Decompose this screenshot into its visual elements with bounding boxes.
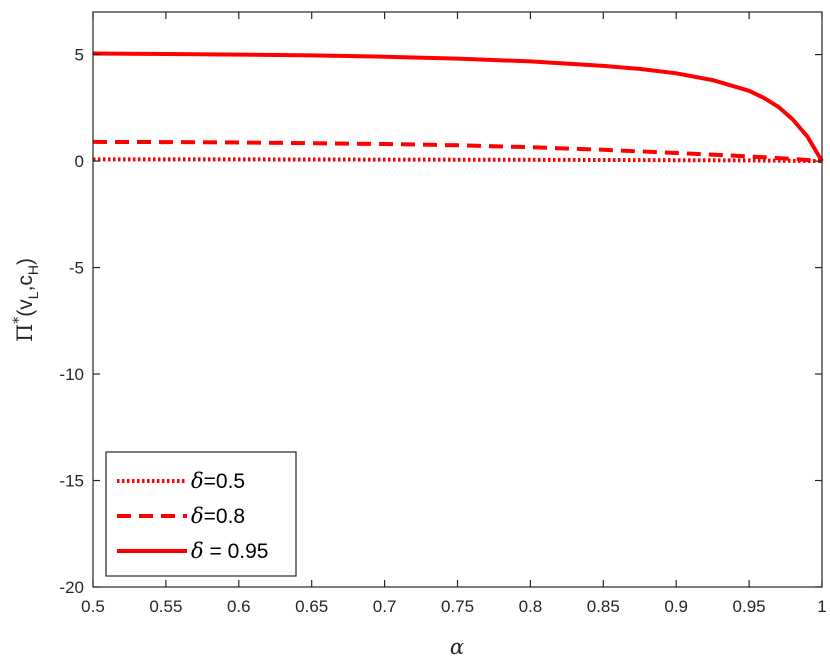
- y-tick-label: -10: [59, 365, 84, 384]
- x-tick-label: 0.95: [733, 597, 766, 616]
- x-tick-label: 0.75: [441, 597, 474, 616]
- x-axis-label: α: [450, 635, 464, 659]
- series-line-dashed: [92, 139, 823, 164]
- legend-label-delta-0.8: δ=0.8: [191, 504, 245, 528]
- legend-label-delta-0.95: δ = 0.95: [191, 539, 268, 563]
- y-tick-label: -5: [69, 259, 84, 278]
- x-tick-label: 0.65: [295, 597, 328, 616]
- y-axis-label-superscript: *: [11, 317, 27, 324]
- y-axis-label-open: (v: [14, 299, 37, 317]
- x-tick-label: 0.6: [227, 597, 251, 616]
- x-tick-label: 0.7: [373, 597, 397, 616]
- series-line-solid: [92, 51, 824, 163]
- x-tick-label: 0.5: [81, 597, 105, 616]
- axes-layer: [92, 11, 823, 588]
- y-tick-label: 0: [75, 152, 84, 171]
- x-tick-label: 0.9: [664, 597, 688, 616]
- x-tick-label: 1: [817, 597, 826, 616]
- y-tick-label: 5: [75, 46, 84, 65]
- y-axis-label-sub1: L: [25, 291, 41, 299]
- y-axis-label: Π*(vL,cH): [11, 258, 41, 342]
- svg-text:Π*(vL,cH): Π*(vL,cH): [11, 258, 41, 342]
- x-tick-label: 0.85: [587, 597, 620, 616]
- series-layer: [92, 51, 824, 164]
- y-tick-label: -15: [59, 472, 84, 491]
- tick-labels: 0.5 0.55 0.6 0.65 0.7 0.75 0.8 0.85 0.9 0.95 1 -20 -…: [59, 46, 826, 616]
- x-tick-label: 0.8: [519, 597, 543, 616]
- y-tick-label: -20: [59, 578, 84, 597]
- series-line-dotted: [93, 157, 823, 164]
- y-axis-label-base: Π: [13, 324, 37, 342]
- y-axis-label-mid: ,c: [14, 275, 37, 291]
- legend-box: [105, 451, 297, 577]
- y-axis-label-close: ): [14, 258, 37, 265]
- x-tick-label: 0.55: [149, 597, 182, 616]
- legend-label-delta-0.5: δ=0.5: [191, 469, 245, 493]
- y-axis-label-sub2: H: [25, 265, 41, 275]
- legend: δ=0.5 δ=0.8 δ = 0.95: [105, 451, 297, 577]
